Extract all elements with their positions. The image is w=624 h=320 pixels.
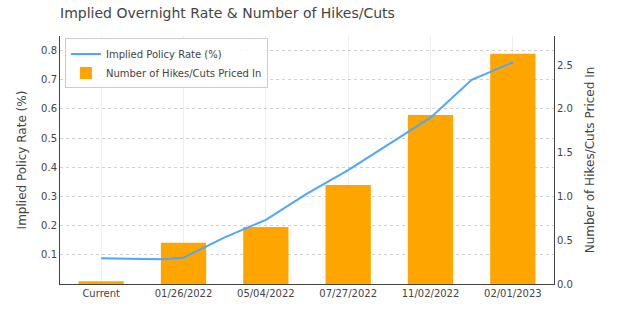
svg-text:01/26/2022: 01/26/2022 bbox=[155, 288, 213, 299]
svg-text:11/02/2022: 11/02/2022 bbox=[402, 288, 460, 299]
svg-text:Implied Overnight Rate & Numbe: Implied Overnight Rate & Number of Hikes… bbox=[60, 5, 395, 21]
svg-text:1.0: 1.0 bbox=[557, 191, 573, 202]
svg-text:Current: Current bbox=[82, 288, 120, 299]
svg-text:0.6: 0.6 bbox=[41, 103, 57, 114]
svg-text:07/27/2022: 07/27/2022 bbox=[319, 288, 377, 299]
svg-text:05/04/2022: 05/04/2022 bbox=[237, 288, 295, 299]
svg-text:02/01/2023: 02/01/2023 bbox=[484, 288, 542, 299]
svg-text:0.4: 0.4 bbox=[41, 162, 57, 173]
svg-text:0.5: 0.5 bbox=[41, 133, 57, 144]
svg-text:0.5: 0.5 bbox=[557, 235, 573, 246]
svg-text:Number of Hikes/Cuts Priced In: Number of Hikes/Cuts Priced In bbox=[583, 67, 597, 254]
svg-text:0.8: 0.8 bbox=[41, 45, 57, 56]
svg-text:0.3: 0.3 bbox=[41, 191, 57, 202]
svg-text:2.0: 2.0 bbox=[557, 103, 573, 114]
svg-text:Implied Policy Rate (%): Implied Policy Rate (%) bbox=[15, 91, 29, 230]
svg-text:Number of Hikes/Cuts Priced In: Number of Hikes/Cuts Priced In bbox=[106, 68, 261, 79]
svg-text:2.5: 2.5 bbox=[557, 60, 573, 71]
svg-text:0.1: 0.1 bbox=[41, 249, 57, 260]
svg-text:0.0: 0.0 bbox=[557, 279, 573, 290]
svg-text:1.5: 1.5 bbox=[557, 147, 573, 158]
svg-text:Implied Policy Rate (%): Implied Policy Rate (%) bbox=[106, 49, 222, 60]
svg-text:0.2: 0.2 bbox=[41, 220, 57, 231]
svg-text:0.7: 0.7 bbox=[41, 74, 57, 85]
